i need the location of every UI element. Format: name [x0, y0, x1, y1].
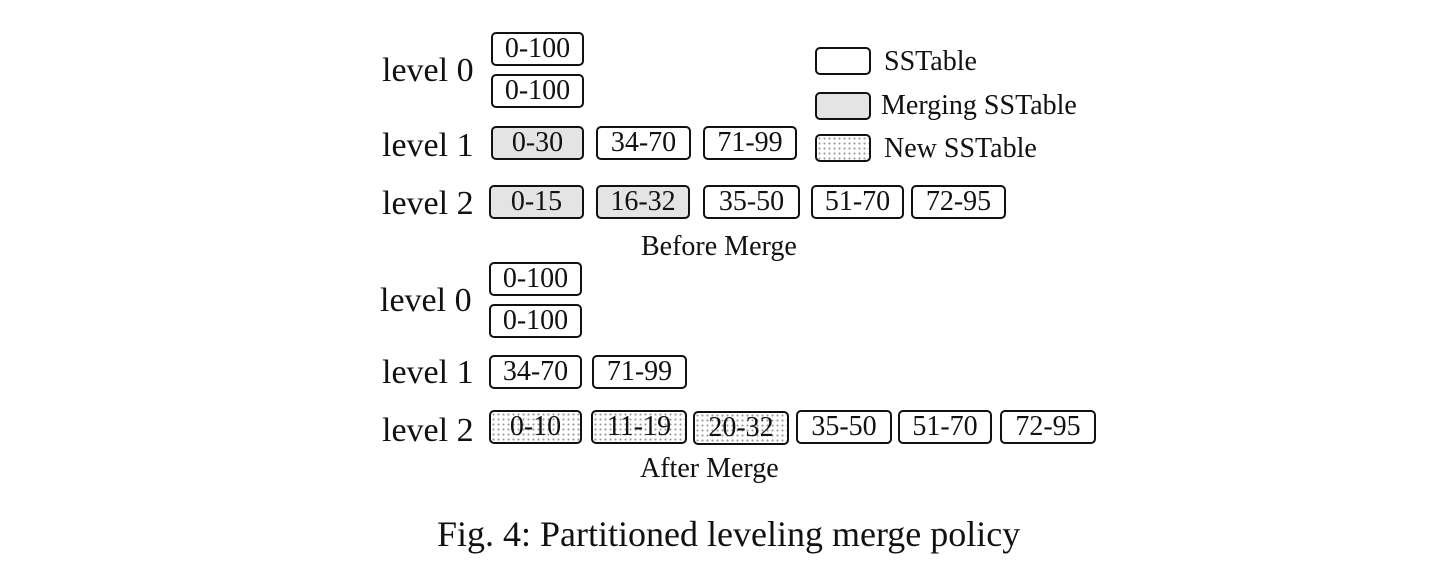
after-l2-sstable-4: 35-50 [796, 410, 892, 444]
before-l2-sstable-1: 0-15 [489, 185, 584, 219]
legend-new-label: New SSTable [884, 133, 1037, 164]
after-l0-sstable-1: 0-100 [489, 262, 582, 296]
after-l2-sstable-3: 20-32 [693, 411, 789, 445]
after-level-2-label: level 2 [382, 412, 474, 449]
after-l1-sstable-1: 34-70 [489, 355, 582, 389]
after-l0-sstable-2: 0-100 [489, 304, 582, 338]
after-l2-sstable-6: 72-95 [1000, 410, 1096, 444]
legend-sstable-label: SSTable [884, 46, 977, 77]
after-l2-sstable-1: 0-10 [489, 410, 582, 444]
before-l2-sstable-3: 35-50 [703, 185, 800, 219]
after-l1-sstable-2: 71-99 [592, 355, 687, 389]
before-level-2-label: level 2 [382, 185, 474, 222]
before-merge-caption: Before Merge [641, 231, 797, 262]
before-level-0-label: level 0 [382, 52, 474, 89]
figure-caption: Fig. 4: Partitioned leveling merge polic… [437, 514, 1021, 554]
before-l0-sstable-1: 0-100 [491, 32, 584, 66]
before-l1-sstable-2: 34-70 [596, 126, 691, 160]
before-l1-sstable-3: 71-99 [703, 126, 797, 160]
after-level-1-label: level 1 [382, 354, 474, 391]
after-merge-caption: After Merge [640, 453, 779, 484]
before-l2-sstable-5: 72-95 [911, 185, 1006, 219]
before-l2-sstable-2: 16-32 [596, 185, 690, 219]
before-level-1-label: level 1 [382, 127, 474, 164]
after-l2-sstable-2: 11-19 [591, 410, 687, 444]
before-l0-sstable-2: 0-100 [491, 74, 584, 108]
legend-merging-label: Merging SSTable [881, 90, 1077, 121]
before-l2-sstable-4: 51-70 [811, 185, 904, 219]
legend-new-swatch [815, 134, 871, 162]
before-l1-sstable-1: 0-30 [491, 126, 584, 160]
after-level-0-label: level 0 [380, 282, 472, 319]
after-l2-sstable-5: 51-70 [898, 410, 992, 444]
legend-merging-swatch [815, 92, 871, 120]
legend-sstable-swatch [815, 47, 871, 75]
